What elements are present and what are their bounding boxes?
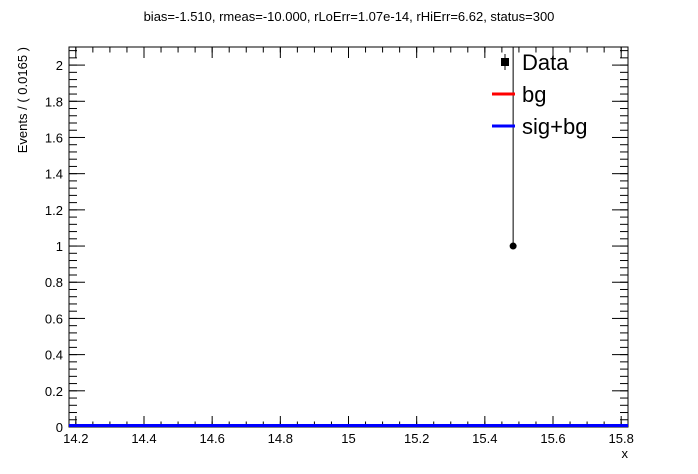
x-tick-label: 14.6 — [200, 431, 225, 446]
y-tick-label: 0 — [56, 420, 63, 435]
y-tick-label: 2 — [56, 58, 63, 73]
data-points — [509, 47, 517, 250]
x-tick-label: 14.4 — [131, 431, 156, 446]
y-tick-label: 1.6 — [45, 130, 63, 145]
x-tick-label: 14.8 — [268, 431, 293, 446]
legend-label-bg: bg — [522, 82, 546, 107]
x-tick-label: 15.4 — [472, 431, 497, 446]
y-tick-label: 1 — [56, 239, 63, 254]
legend: Data bg sig+bg — [492, 50, 587, 139]
x-tick-label: 15.8 — [609, 431, 634, 446]
x-tick-label: 15.6 — [540, 431, 565, 446]
x-axis-title: x — [622, 446, 629, 461]
y-tick-label: 0.6 — [45, 311, 63, 326]
y-tick-label: 1.4 — [45, 167, 63, 182]
chart-title: bias=-1.510, rmeas=-10.000, rLoErr=1.07e… — [144, 9, 555, 24]
x-tick-label: 15 — [341, 431, 355, 446]
y-tick-label: 1.8 — [45, 94, 63, 109]
legend-label-sig-plus-bg: sig+bg — [522, 114, 587, 139]
data-point — [509, 242, 517, 250]
y-tick-label: 0.8 — [45, 275, 63, 290]
y-axis: 0 0.2 0.4 0.6 0.8 1 1.2 1.4 1.6 1.8 2 — [45, 50, 628, 435]
y-axis-title: Events / ( 0.0165 ) — [15, 47, 30, 153]
legend-label-Data: Data — [522, 50, 569, 75]
legend-marker-Data — [501, 58, 509, 66]
y-tick-label: 1.2 — [45, 203, 63, 218]
x-tick-label: 15.2 — [404, 431, 429, 446]
y-tick-label: 0.4 — [45, 348, 63, 363]
y-tick-label: 0.2 — [45, 384, 63, 399]
x-tick-label: 14.2 — [63, 431, 88, 446]
x-axis: 14.2 14.4 14.6 14.8 15 15.2 15.4 15.6 15.8 — [63, 47, 634, 446]
